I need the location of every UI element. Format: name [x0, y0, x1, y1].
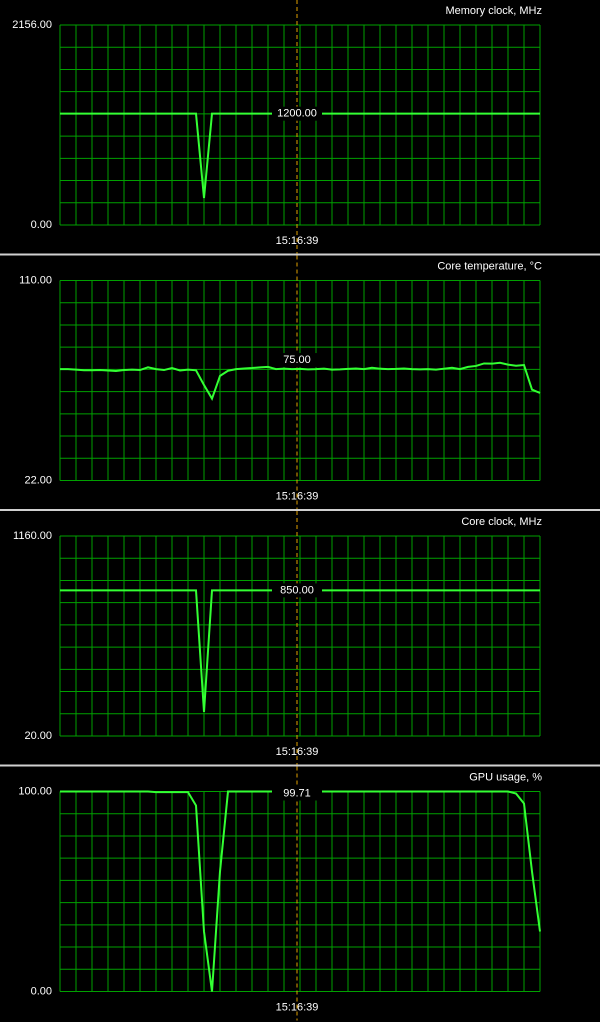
- cursor-time: 15:16:39: [276, 235, 319, 247]
- y-tick-label: 1160.00: [13, 530, 52, 542]
- y-tick-label: 2156.00: [12, 19, 52, 31]
- cursor-time: 15:16:39: [276, 1001, 319, 1013]
- y-tick-label: 110.00: [19, 274, 52, 286]
- chart-title: Core clock, MHz: [461, 516, 542, 528]
- cursor-value-bg: [272, 786, 322, 801]
- cursor-value: 1200.00: [277, 108, 317, 120]
- series-line: [60, 361, 541, 402]
- cursor-value: 75.00: [283, 354, 311, 366]
- chart-title: Memory clock, MHz: [445, 5, 542, 17]
- y-tick-label: 20.00: [24, 730, 52, 742]
- chart-title: GPU usage, %: [469, 771, 542, 783]
- y-tick-label: 22.00: [24, 474, 52, 486]
- cursor-time: 15:16:39: [276, 746, 319, 758]
- cursor-value-bg: [272, 353, 322, 368]
- cursor-value: 99.71: [283, 787, 311, 799]
- y-tick-label: 0.00: [31, 219, 52, 231]
- y-tick-label: 0.00: [31, 985, 52, 997]
- cursor-time: 15:16:39: [276, 490, 319, 502]
- chart-title: Core temperature, °C: [437, 260, 542, 272]
- cursor-value-bg: [272, 106, 322, 121]
- cursor-value-bg: [272, 583, 322, 598]
- cursor-value: 850.00: [280, 584, 314, 596]
- y-tick-label: 100.00: [18, 785, 52, 797]
